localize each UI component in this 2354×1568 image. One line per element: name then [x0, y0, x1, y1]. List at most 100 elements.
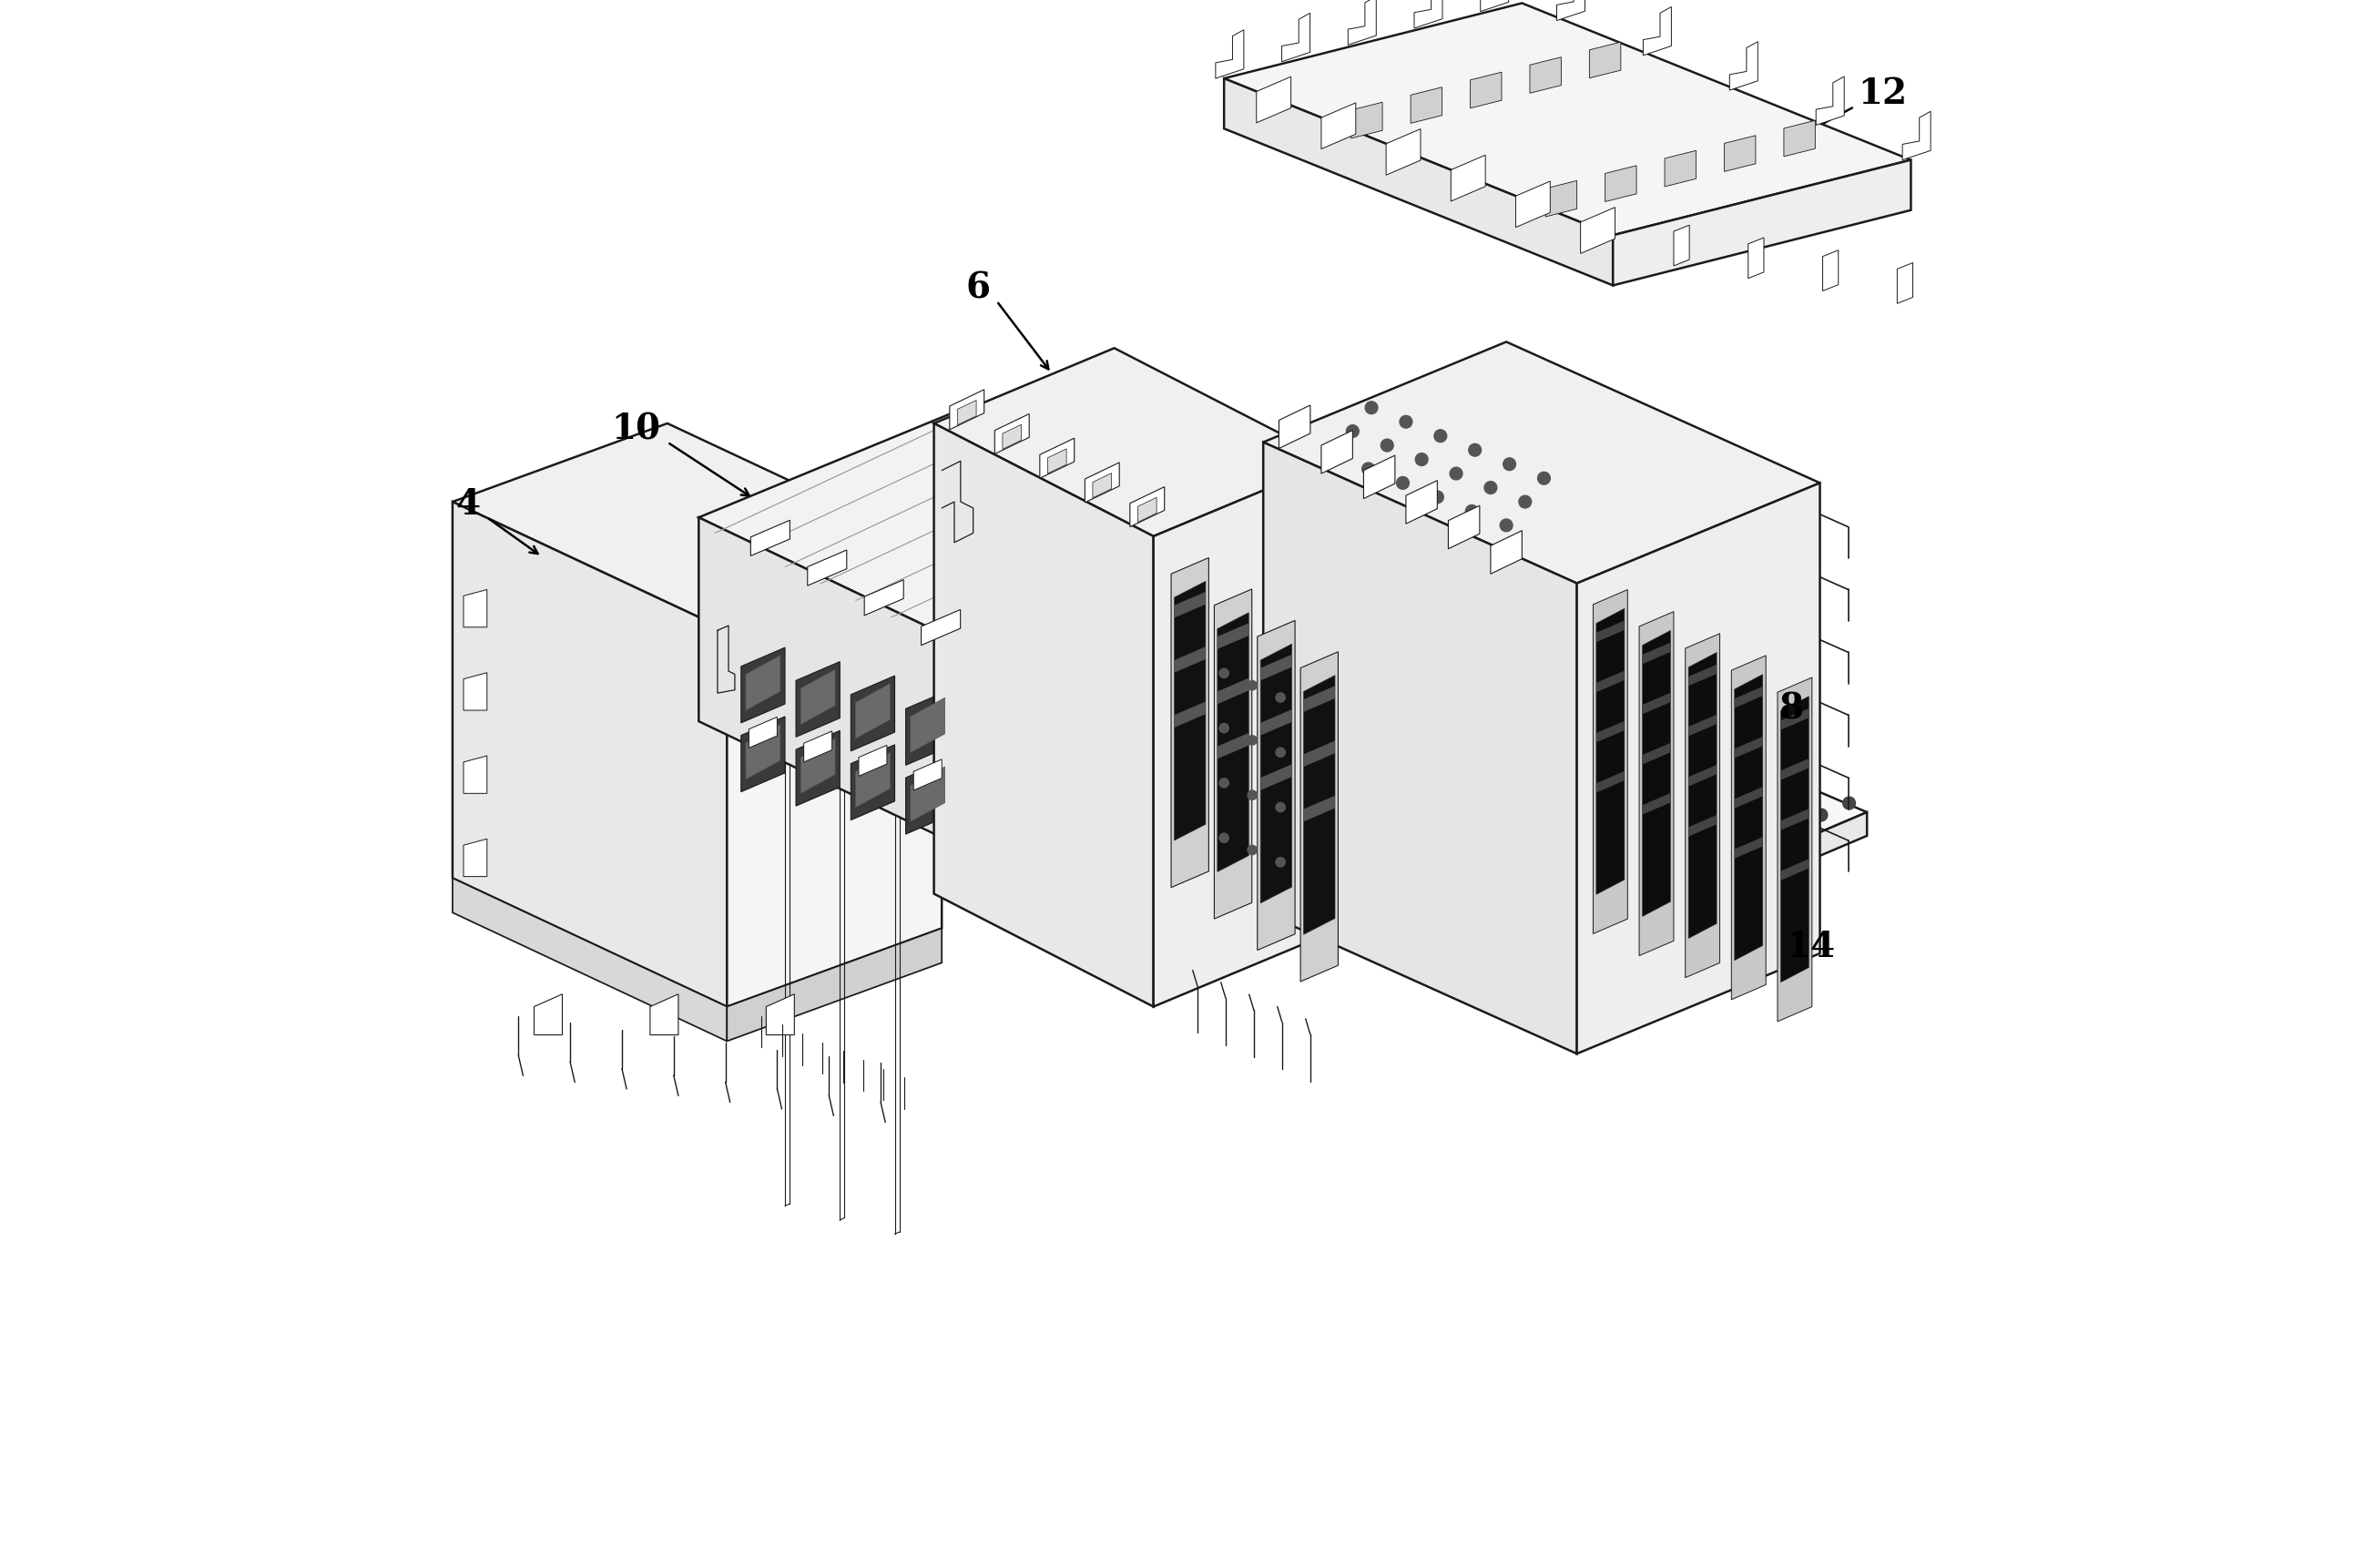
Text: 8: 8	[1780, 691, 1803, 726]
Circle shape	[1730, 844, 1744, 856]
Polygon shape	[1259, 654, 1292, 681]
Polygon shape	[1405, 480, 1438, 524]
Polygon shape	[464, 756, 487, 793]
Circle shape	[1434, 430, 1448, 442]
Circle shape	[1704, 856, 1716, 869]
Circle shape	[1561, 676, 1572, 688]
Polygon shape	[1780, 709, 1808, 731]
Polygon shape	[1530, 56, 1561, 93]
Polygon shape	[1217, 677, 1248, 704]
Polygon shape	[996, 558, 1231, 668]
Circle shape	[1248, 735, 1257, 745]
Circle shape	[1467, 505, 1478, 517]
Polygon shape	[1363, 455, 1396, 499]
Polygon shape	[1643, 743, 1671, 765]
Polygon shape	[1902, 111, 1930, 160]
Polygon shape	[1596, 608, 1624, 894]
Polygon shape	[1224, 3, 1911, 235]
Polygon shape	[1688, 715, 1716, 737]
Polygon shape	[1448, 505, 1481, 549]
Polygon shape	[1217, 622, 1248, 649]
Polygon shape	[1617, 812, 1867, 942]
Polygon shape	[1349, 0, 1377, 45]
Circle shape	[1276, 858, 1285, 867]
Circle shape	[1645, 760, 1660, 773]
Text: 4: 4	[457, 488, 480, 522]
Polygon shape	[1259, 764, 1292, 790]
Polygon shape	[452, 878, 727, 1041]
Circle shape	[1450, 467, 1462, 480]
Polygon shape	[1780, 809, 1808, 831]
Circle shape	[1365, 759, 1377, 771]
Polygon shape	[920, 610, 960, 646]
Circle shape	[1248, 845, 1257, 855]
Circle shape	[1476, 712, 1490, 724]
Polygon shape	[1733, 655, 1766, 1000]
Polygon shape	[1257, 77, 1290, 122]
Polygon shape	[1815, 77, 1843, 125]
Polygon shape	[1387, 129, 1419, 176]
Polygon shape	[850, 676, 895, 751]
Polygon shape	[1735, 687, 1763, 709]
Polygon shape	[1688, 652, 1716, 938]
Polygon shape	[1304, 676, 1335, 935]
Polygon shape	[1224, 78, 1612, 285]
Polygon shape	[958, 400, 977, 425]
Polygon shape	[1304, 795, 1335, 822]
Polygon shape	[1130, 486, 1165, 527]
Circle shape	[1662, 814, 1674, 826]
Circle shape	[1787, 820, 1798, 833]
Text: 12: 12	[1857, 77, 1907, 111]
Polygon shape	[1450, 155, 1485, 201]
Polygon shape	[1215, 590, 1252, 919]
Polygon shape	[1638, 612, 1674, 955]
Polygon shape	[1003, 425, 1022, 450]
Circle shape	[1436, 789, 1448, 801]
Circle shape	[1365, 401, 1377, 414]
Circle shape	[1532, 688, 1544, 701]
Polygon shape	[464, 590, 487, 627]
Polygon shape	[1594, 590, 1627, 933]
Circle shape	[1843, 797, 1855, 809]
Circle shape	[1219, 723, 1229, 732]
Polygon shape	[1257, 621, 1295, 950]
Circle shape	[1758, 833, 1773, 845]
Polygon shape	[1643, 630, 1671, 916]
Polygon shape	[727, 552, 942, 1007]
Polygon shape	[1283, 13, 1311, 61]
Polygon shape	[746, 724, 779, 779]
Circle shape	[1577, 850, 1589, 862]
Polygon shape	[452, 423, 942, 630]
Polygon shape	[1643, 693, 1671, 715]
Circle shape	[1605, 837, 1617, 850]
Circle shape	[1219, 668, 1229, 677]
Polygon shape	[800, 739, 836, 793]
Polygon shape	[464, 839, 487, 877]
Circle shape	[1591, 784, 1603, 797]
Polygon shape	[742, 648, 784, 723]
Polygon shape	[1137, 497, 1156, 522]
Polygon shape	[1092, 474, 1111, 497]
Polygon shape	[906, 690, 949, 765]
Circle shape	[1575, 731, 1589, 743]
Polygon shape	[1217, 613, 1248, 872]
Circle shape	[1634, 826, 1645, 839]
Polygon shape	[855, 753, 890, 808]
Polygon shape	[1471, 72, 1502, 108]
Polygon shape	[807, 550, 847, 585]
Polygon shape	[1410, 88, 1443, 124]
Polygon shape	[1481, 0, 1509, 11]
Polygon shape	[1596, 671, 1624, 693]
Polygon shape	[850, 745, 895, 820]
Polygon shape	[1153, 461, 1335, 1007]
Polygon shape	[911, 767, 944, 822]
Circle shape	[1401, 416, 1412, 428]
Circle shape	[1521, 754, 1532, 767]
Circle shape	[1276, 803, 1285, 812]
Polygon shape	[1321, 103, 1356, 149]
Polygon shape	[913, 759, 942, 790]
Polygon shape	[749, 717, 777, 748]
Circle shape	[1504, 699, 1518, 712]
Polygon shape	[1516, 182, 1551, 227]
Circle shape	[1492, 765, 1504, 778]
